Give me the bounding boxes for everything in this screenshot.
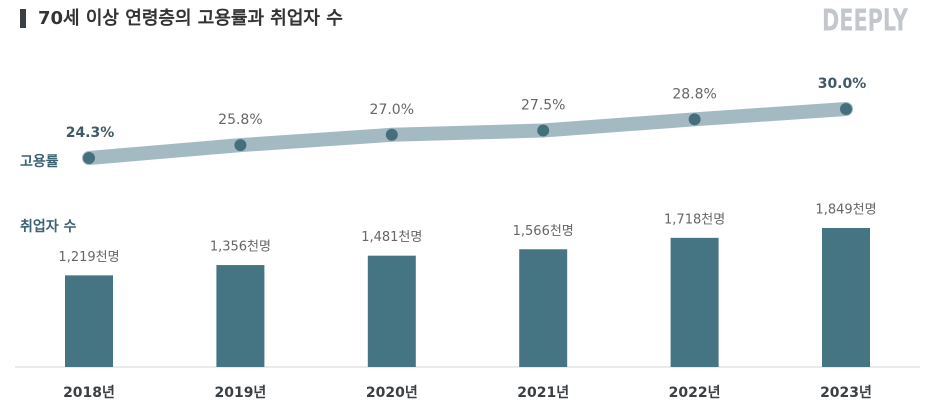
data-label: 1,219천명 [58,250,119,265]
x-tick-label: 2019년 [214,385,266,401]
data-label: 28.8% [672,86,716,102]
bar [216,265,265,367]
x-tick-label: 2023년 [820,385,872,401]
line-marker [688,113,701,126]
data-label: 27.0% [370,102,414,118]
line-marker [234,139,247,152]
line-marker [83,152,95,164]
title-marker [20,9,26,28]
bar [822,228,870,367]
x-tick-label: 2020년 [366,385,418,401]
bar-series-label: 취업자 수 [20,219,77,235]
bar [65,275,113,367]
data-label: 1,718천명 [664,212,725,227]
line-marker [537,124,550,137]
data-label: 24.3% [66,125,115,141]
chart-title: 70세 이상 연령층의 고용률과 취업자 수 [38,8,343,29]
x-tick-label: 2022년 [669,385,721,401]
data-label: 1,356천명 [210,240,271,255]
bar [670,237,719,367]
brand-logo: DEEPLY [822,4,909,39]
x-tick-label: 2021년 [517,385,569,401]
data-label: 27.5% [521,97,565,113]
x-tick-label: 2018년 [63,385,115,401]
data-label: 1,566천명 [513,224,574,239]
data-label: 1,849천명 [815,203,876,218]
data-label: 1,481천명 [361,230,422,245]
line-series [82,102,853,165]
line-marker [385,128,398,141]
data-label: 25.8% [218,112,262,128]
bar [519,249,568,367]
line-series-label: 고용률 [20,153,59,170]
bar [367,255,416,367]
line-marker [840,103,852,115]
data-label: 30.0% [818,76,867,92]
